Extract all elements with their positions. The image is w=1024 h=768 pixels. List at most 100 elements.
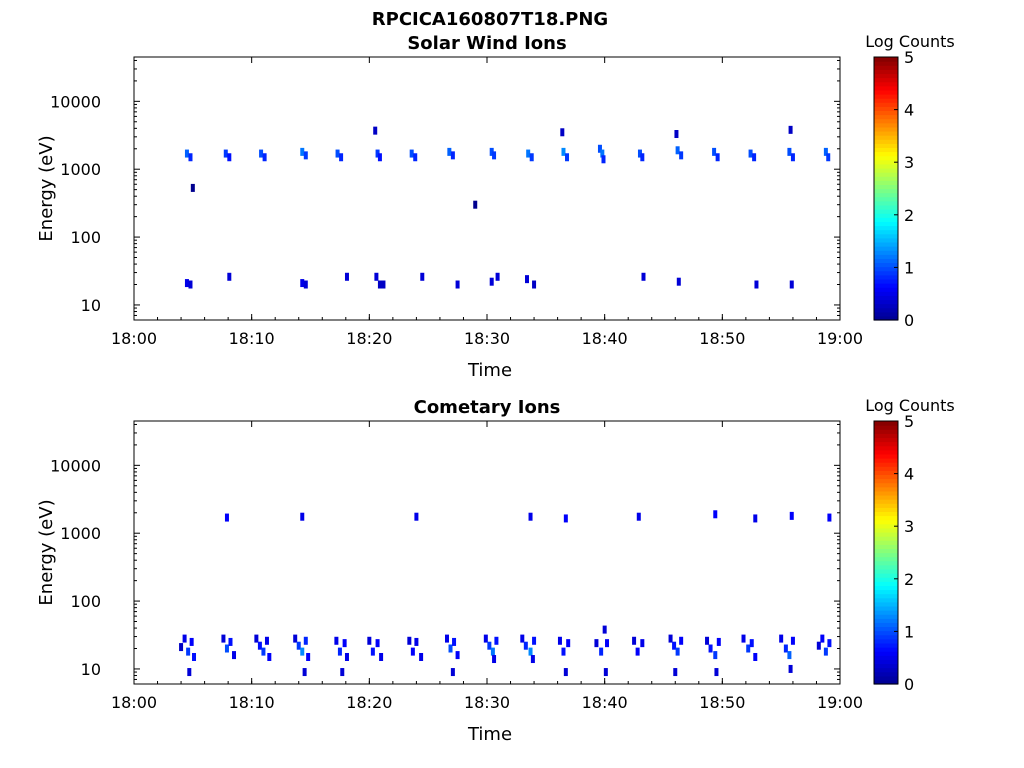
heatmap-cell [754,280,759,289]
colorbar-segment [874,663,898,669]
heatmap-cell [448,644,453,653]
heatmap-cell [186,647,191,656]
colorbar-segment [874,429,898,434]
colorbar-segment [874,630,898,636]
heatmap-cell [227,153,232,162]
colorbar-segment [874,81,898,87]
heatmap-cell [293,634,298,643]
heatmap-cell [566,639,571,648]
heatmap-cell [602,625,607,634]
heatmap-cell [375,149,380,158]
heatmap-cell [257,641,262,650]
heatmap-cell [455,280,460,289]
heatmap-cell [188,153,193,162]
y-tick-label: 10 [81,296,101,315]
colorbar-segment [874,209,898,214]
colorbar-segment [874,118,898,124]
x-tick-label: 19:00 [817,693,863,712]
colorbar-segment [874,618,898,623]
colorbar-segment [874,425,898,430]
heatmap-cell [597,144,602,153]
colorbar-tick-label: 3 [904,517,914,536]
heatmap-cell [826,153,831,162]
heatmap-cell [334,636,339,645]
colorbar-segment [874,155,898,161]
heatmap-cell [746,644,751,653]
heatmap-cell [635,647,640,656]
heatmap-cell [779,634,784,643]
x-tick-label: 18:50 [699,329,745,348]
heatmap-cell [790,153,795,162]
heatmap-cell [525,275,530,284]
colorbar-tick-label: 0 [904,675,914,694]
colorbar-segment [874,470,898,476]
colorbar-frame [873,56,899,321]
panel-title: Cometary Ions [414,397,561,418]
heatmap-cell [787,651,792,660]
colorbar-segment [874,93,898,99]
colorbar-segment [874,490,898,496]
heatmap-cell [303,280,308,289]
heatmap-cell [820,634,825,643]
heatmap-cell [262,153,267,162]
heatmap-cell [748,149,753,158]
colorbar-segment [874,143,898,149]
y-axis-label: Energy (eV) [36,499,57,605]
colorbar-segment [874,274,898,280]
colorbar-segment [874,114,898,120]
colorbar-segment [874,441,898,447]
colorbar-segment [874,287,898,292]
colorbar-segment [874,65,898,70]
heatmap-cell [675,146,680,155]
colorbar-segment [874,188,898,194]
heatmap-cell [419,652,424,661]
colorbar-segment [874,126,898,132]
heatmap-cell [752,153,757,162]
heatmap-cell [303,151,308,160]
heatmap-cell [489,277,494,286]
colorbar-segment [874,184,898,190]
heatmap-cell [741,634,746,643]
colorbar-segment [874,303,898,309]
heatmap-cell [483,634,488,643]
colorbar-tick-label: 2 [904,206,914,225]
heatmap-cell [599,647,604,656]
heatmap-cell [532,636,537,645]
heatmap-cell [264,636,269,645]
colorbar-segment [874,647,898,652]
colorbar-segment [874,486,898,492]
heatmap-cell [444,634,449,643]
colorbar-segment [874,262,898,268]
colorbar-tick-label: 4 [904,101,914,120]
colorbar-segment [874,102,898,107]
heatmap-cell [827,639,832,648]
heatmap-cell [407,636,412,645]
colorbar-segment [874,254,898,259]
colorbar-segment [874,478,898,484]
heatmap-cell [450,151,455,160]
heatmap-cell [530,655,535,664]
x-tick-label: 18:20 [346,693,392,712]
colorbar-label: Log Counts [865,396,955,415]
colorbar-segment [874,511,898,517]
colorbar-tick-label: 4 [904,465,914,484]
heatmap-cell [716,637,721,646]
heatmap-cell [420,272,425,281]
heatmap-cell [450,668,455,677]
colorbar-segment [874,204,898,210]
heatmap-cell [182,634,187,643]
heatmap-cell [344,272,349,281]
heatmap-cell [713,651,718,660]
colorbar-segment [874,642,898,648]
colorbar-segment [874,437,898,443]
x-tick-label: 19:00 [817,329,863,348]
colorbar-tick-label: 3 [904,153,914,172]
heatmap-cell [816,641,821,650]
colorbar-tick-label: 1 [904,622,914,641]
colorbar-segment [874,85,898,91]
heatmap-cell [232,651,237,660]
heatmap-cell [192,652,197,661]
heatmap-cell [827,513,832,522]
heatmap-cell [636,512,641,521]
colorbar-segment [874,531,898,537]
